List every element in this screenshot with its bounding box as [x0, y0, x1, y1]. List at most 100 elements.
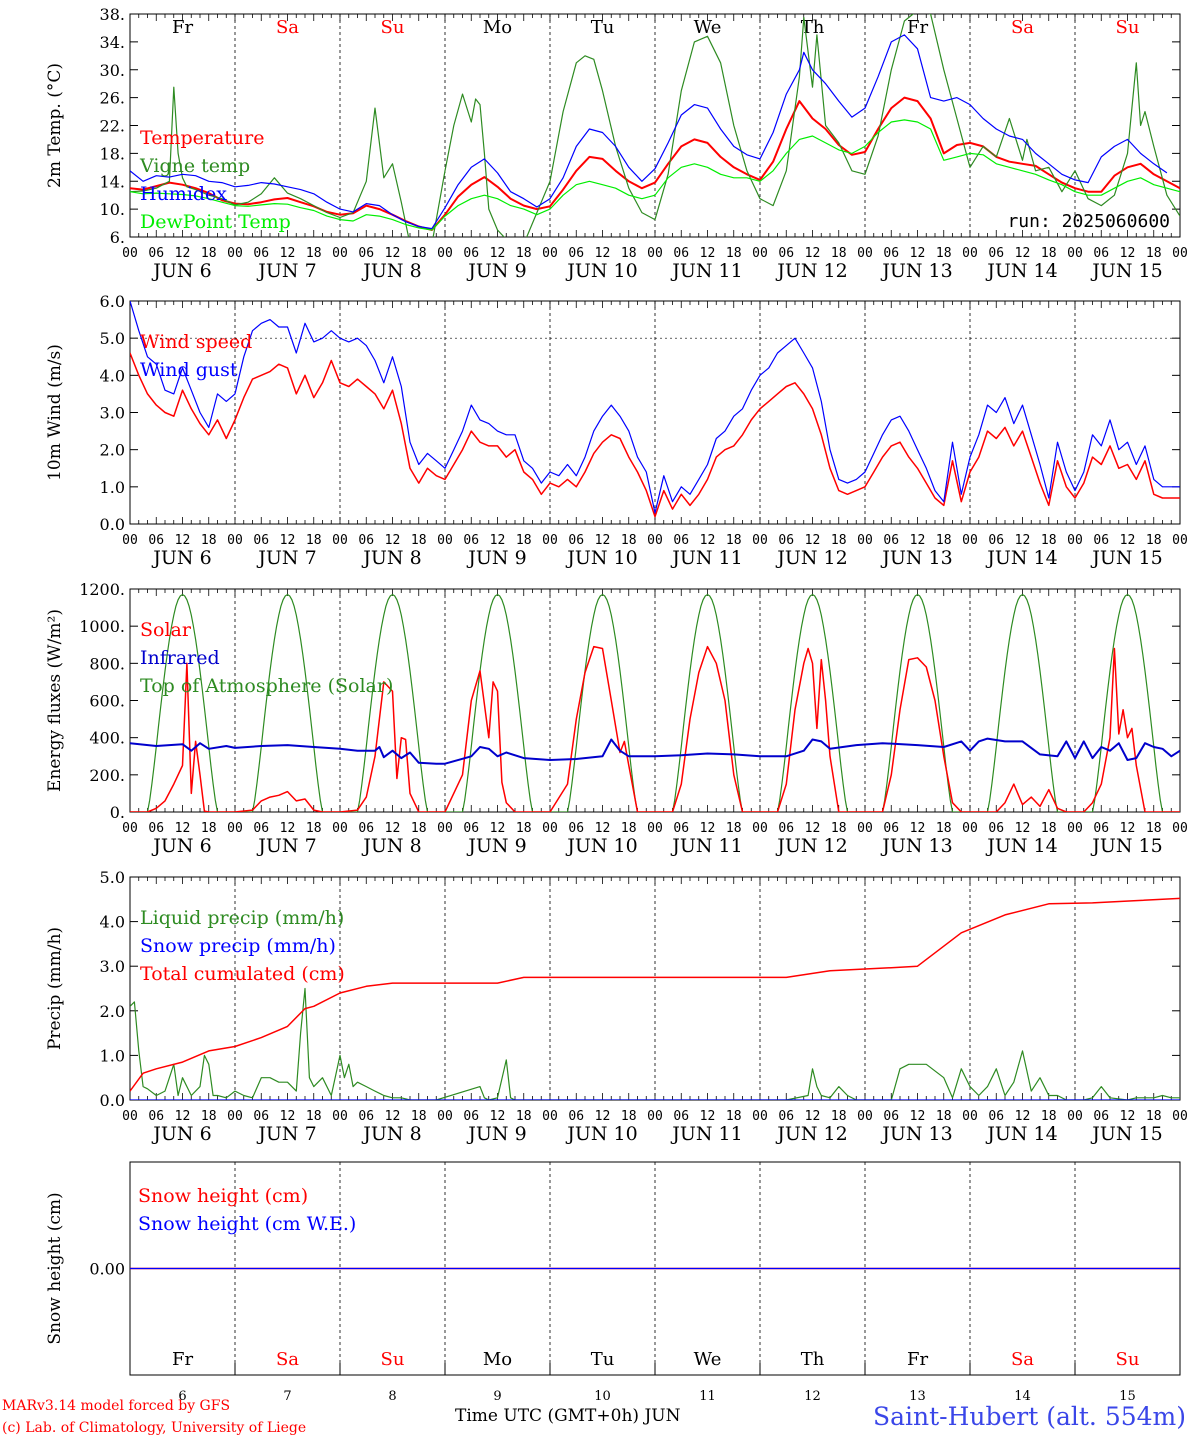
hour-tick-label: 18	[1146, 533, 1162, 548]
date-label: JUN 15	[1090, 835, 1162, 857]
y-tick-label: 10.	[100, 200, 125, 219]
hour-tick-label: 12	[910, 821, 926, 836]
hour-tick-label: 06	[148, 1109, 164, 1124]
hour-tick-label: 06	[148, 246, 164, 261]
date-label: JUN 13	[880, 835, 952, 857]
series-line	[130, 987, 1180, 1100]
y-tick-label: 22.	[100, 117, 125, 136]
hour-tick-label: 00	[1067, 821, 1083, 836]
hour-tick-label: 06	[988, 821, 1004, 836]
weekday-label: Fr	[907, 1349, 928, 1370]
hour-tick-label: 12	[595, 533, 611, 548]
weekday-label: Th	[801, 17, 825, 38]
y-tick-label: 1.0	[100, 478, 125, 497]
legend-entry: Vigne temp	[139, 155, 250, 177]
hour-tick-label: 18	[831, 1109, 847, 1124]
date-label: JUN 10	[565, 547, 637, 569]
date-label: JUN 6	[151, 835, 211, 857]
hour-tick-label: 12	[385, 533, 401, 548]
hour-tick-label: 12	[1120, 246, 1136, 261]
hour-tick-label: 00	[332, 533, 348, 548]
hour-tick-label: 18	[726, 533, 742, 548]
hour-tick-label: 12	[1120, 821, 1136, 836]
day-number-label: 15	[1119, 1389, 1136, 1404]
hour-tick-label: 00	[542, 246, 558, 261]
hour-tick-label: 00	[857, 246, 873, 261]
y-axis-label: Precip (mm/h)	[45, 927, 65, 1050]
hour-tick-label: 00	[1172, 246, 1188, 261]
y-tick-label: 3.0	[100, 404, 125, 423]
hour-tick-label: 00	[857, 533, 873, 548]
hour-tick-label: 18	[936, 821, 952, 836]
station-name: Saint-Hubert (alt. 554m)	[872, 1402, 1186, 1431]
legend-entry: Temperature	[140, 127, 264, 149]
y-tick-label: 18.	[100, 144, 125, 163]
hour-tick-label: 12	[1015, 533, 1031, 548]
hour-tick-label: 18	[201, 821, 217, 836]
hour-tick-label: 12	[910, 246, 926, 261]
hour-tick-label: 12	[700, 821, 716, 836]
date-label: JUN 11	[670, 1123, 742, 1145]
weekday-label: Tu	[591, 1349, 615, 1370]
day-number-label: 12	[804, 1389, 821, 1404]
hour-tick-label: 18	[306, 821, 322, 836]
y-tick-label: 26.	[100, 89, 125, 108]
weekday-label: We	[694, 17, 722, 38]
date-label: JUN 12	[775, 260, 847, 282]
legend-entry: Infrared	[140, 647, 220, 669]
legend-entry: DewPoint Temp	[140, 211, 291, 233]
hour-tick-label: 18	[831, 246, 847, 261]
hour-tick-label: 06	[358, 1109, 374, 1124]
date-label: JUN 6	[151, 547, 211, 569]
hour-tick-label: 06	[358, 533, 374, 548]
y-tick-label: 0.	[110, 803, 125, 822]
hour-tick-label: 06	[673, 1109, 689, 1124]
hour-tick-label: 06	[463, 533, 479, 548]
hour-tick-label: 18	[1041, 533, 1057, 548]
hour-tick-label: 12	[280, 821, 296, 836]
hour-tick-label: 18	[1041, 246, 1057, 261]
hour-tick-label: 12	[595, 246, 611, 261]
panel-frame	[129, 588, 1181, 813]
hour-tick-label: 00	[752, 533, 768, 548]
hour-tick-label: 06	[1093, 821, 1109, 836]
legend-entry: Snow height (cm)	[138, 1185, 308, 1207]
hour-tick-label: 18	[306, 533, 322, 548]
y-tick-label: 4.0	[100, 366, 125, 385]
hour-tick-label: 00	[332, 821, 348, 836]
date-label: JUN 6	[151, 260, 211, 282]
hour-tick-label: 06	[463, 1109, 479, 1124]
date-label: JUN 11	[670, 835, 742, 857]
hour-tick-label: 18	[621, 533, 637, 548]
hour-tick-label: 00	[122, 533, 138, 548]
hour-tick-label: 00	[962, 821, 978, 836]
hour-tick-label: 12	[805, 246, 821, 261]
y-tick-label: 1.0	[100, 1046, 125, 1065]
x-axis-label: Time UTC (GMT+0h) JUN	[455, 1406, 681, 1426]
hour-tick-label: 12	[280, 246, 296, 261]
weekday-label: Mo	[483, 1349, 512, 1370]
hour-tick-label: 18	[831, 821, 847, 836]
y-axis-label: 2m Temp. (°C)	[45, 63, 65, 188]
y-tick-label: 600.	[89, 692, 125, 711]
date-label: JUN 13	[880, 1123, 952, 1145]
date-label: JUN 15	[1090, 260, 1162, 282]
date-label: JUN 9	[466, 835, 526, 857]
y-axis-label: 10m Wind (m/s)	[45, 344, 65, 481]
date-label: JUN 15	[1090, 547, 1162, 569]
hour-tick-label: 00	[962, 246, 978, 261]
hour-tick-label: 00	[962, 533, 978, 548]
hour-tick-label: 06	[1093, 533, 1109, 548]
weekday-label: We	[694, 1349, 722, 1370]
hour-tick-label: 12	[175, 1109, 191, 1124]
hour-tick-label: 00	[437, 1109, 453, 1124]
hour-tick-label: 00	[962, 1109, 978, 1124]
hour-tick-label: 06	[988, 533, 1004, 548]
y-tick-label: 800.	[89, 654, 125, 673]
hour-tick-label: 12	[490, 246, 506, 261]
weekday-label: Su	[1116, 17, 1140, 38]
hour-tick-label: 12	[490, 1109, 506, 1124]
run-label: run: 2025060600	[1007, 211, 1170, 232]
hour-tick-label: 12	[910, 533, 926, 548]
series-line	[130, 897, 1180, 1092]
